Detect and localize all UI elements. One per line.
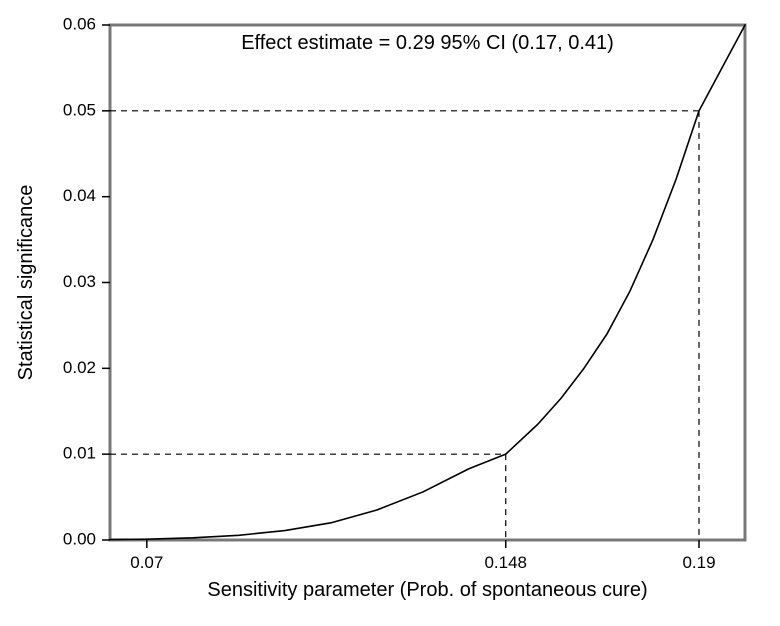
y-tick-label: 0.02: [63, 358, 96, 377]
x-tick-label: 0.19: [682, 553, 715, 572]
sensitivity-chart: 0.00 0.01 0.02 0.03 0.04 0.05 0.06 0.07 0.148 0.1…: [0, 0, 780, 626]
y-tick-label: 0.01: [63, 444, 96, 463]
x-axis-label: Sensitivity parameter (Prob. of spontane…: [207, 579, 647, 601]
y-tick-label: 0.05: [63, 100, 96, 119]
chart-background: [0, 0, 780, 626]
chart-svg: 0.00 0.01 0.02 0.03 0.04 0.05 0.06 0.07 0.148 0.1…: [0, 0, 780, 626]
x-tick-label: 0.148: [484, 553, 527, 572]
y-tick-label: 0.03: [63, 272, 96, 291]
y-tick-label: 0.06: [63, 14, 96, 33]
x-tick-label: 0.07: [130, 553, 163, 572]
y-axis-label: Statistical significance: [15, 185, 37, 381]
y-tick-label: 0.00: [63, 529, 96, 548]
effect-estimate-annotation: Effect estimate = 0.29 95% CI (0.17, 0.4…: [241, 32, 614, 54]
y-tick-label: 0.04: [63, 186, 96, 205]
